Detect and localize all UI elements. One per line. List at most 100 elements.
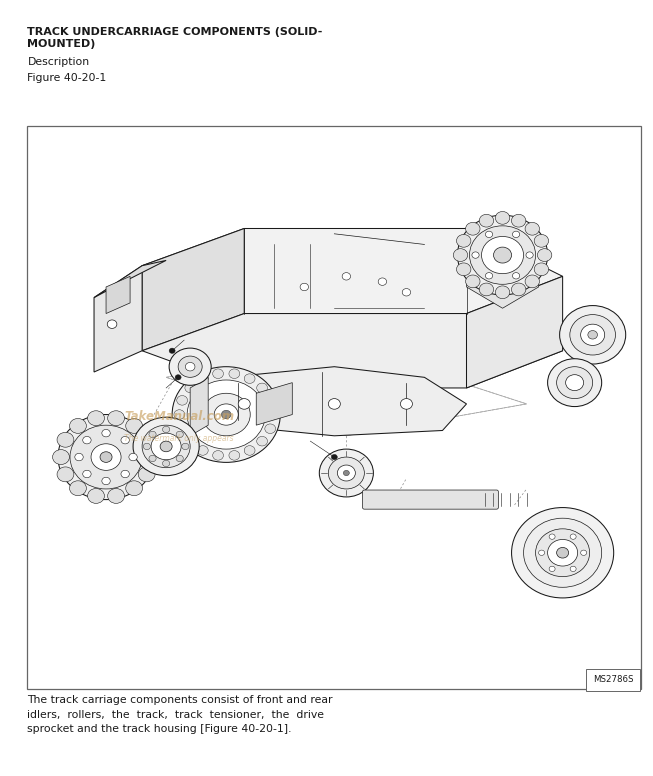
Circle shape [525,223,539,235]
Circle shape [257,436,268,446]
Circle shape [570,566,576,571]
Circle shape [479,214,494,227]
Circle shape [213,451,223,460]
Circle shape [214,404,238,425]
Circle shape [456,234,471,248]
Circle shape [88,411,104,426]
Circle shape [177,396,187,405]
Circle shape [83,470,91,478]
Circle shape [549,534,555,539]
Circle shape [129,453,137,461]
Circle shape [174,410,185,419]
Circle shape [524,518,601,587]
Circle shape [456,263,471,275]
Circle shape [511,508,614,598]
Circle shape [163,460,170,466]
Circle shape [338,465,355,481]
Circle shape [102,477,110,485]
Circle shape [265,396,276,405]
Circle shape [556,547,569,558]
Circle shape [176,431,183,438]
Circle shape [402,289,411,296]
Circle shape [548,359,601,407]
Circle shape [470,226,535,284]
Circle shape [534,263,549,275]
Circle shape [319,449,374,497]
Circle shape [143,449,159,465]
Circle shape [57,467,74,482]
Circle shape [126,418,142,433]
Circle shape [265,424,276,434]
Circle shape [560,306,626,364]
Circle shape [75,453,83,461]
Circle shape [138,467,155,482]
Circle shape [549,566,555,571]
Circle shape [100,452,112,462]
Circle shape [570,314,616,355]
Circle shape [143,443,150,449]
Circle shape [342,272,351,280]
Circle shape [178,356,202,377]
Polygon shape [190,377,208,436]
Circle shape [213,369,223,379]
Circle shape [138,432,155,447]
Polygon shape [256,383,293,425]
Circle shape [588,331,597,339]
Circle shape [53,449,69,465]
Polygon shape [94,265,142,372]
Circle shape [197,445,208,456]
Circle shape [268,410,278,419]
Circle shape [526,252,534,258]
Circle shape [169,348,211,386]
Text: TRACK UNDERCARRIAGE COMPONENTS (SOLID-: TRACK UNDERCARRIAGE COMPONENTS (SOLID- [27,27,323,37]
Circle shape [556,367,593,399]
Circle shape [177,424,187,434]
Text: Description: Description [27,57,89,68]
Circle shape [481,237,524,274]
Circle shape [539,550,545,556]
Circle shape [400,399,413,409]
Circle shape [343,470,349,476]
Circle shape [570,534,576,539]
Circle shape [548,539,578,566]
Circle shape [479,283,494,296]
Circle shape [485,231,492,237]
Circle shape [108,411,125,426]
Polygon shape [142,228,244,351]
Circle shape [472,252,479,258]
Polygon shape [94,261,166,298]
Circle shape [57,432,74,447]
Circle shape [142,425,190,468]
Circle shape [466,275,480,288]
Circle shape [69,481,86,496]
Circle shape [169,348,175,353]
Circle shape [485,272,492,279]
Circle shape [453,248,468,262]
Circle shape [513,231,520,237]
Circle shape [108,488,125,504]
Circle shape [160,441,172,452]
Circle shape [163,426,170,432]
Circle shape [496,212,510,224]
Circle shape [300,283,308,291]
Circle shape [88,488,104,504]
Polygon shape [466,223,539,308]
Circle shape [197,374,208,383]
Circle shape [149,456,156,462]
Circle shape [537,248,552,262]
Circle shape [185,362,195,371]
Circle shape [176,456,183,462]
Circle shape [513,272,520,279]
Circle shape [458,215,548,295]
Circle shape [511,283,526,296]
Circle shape [244,445,255,456]
Circle shape [149,431,156,438]
Circle shape [126,481,142,496]
Circle shape [187,380,265,449]
Text: MS2786S: MS2786S [593,675,633,684]
Polygon shape [466,276,563,388]
Circle shape [107,320,117,328]
Circle shape [466,223,480,235]
Circle shape [121,436,129,444]
Circle shape [525,275,539,288]
